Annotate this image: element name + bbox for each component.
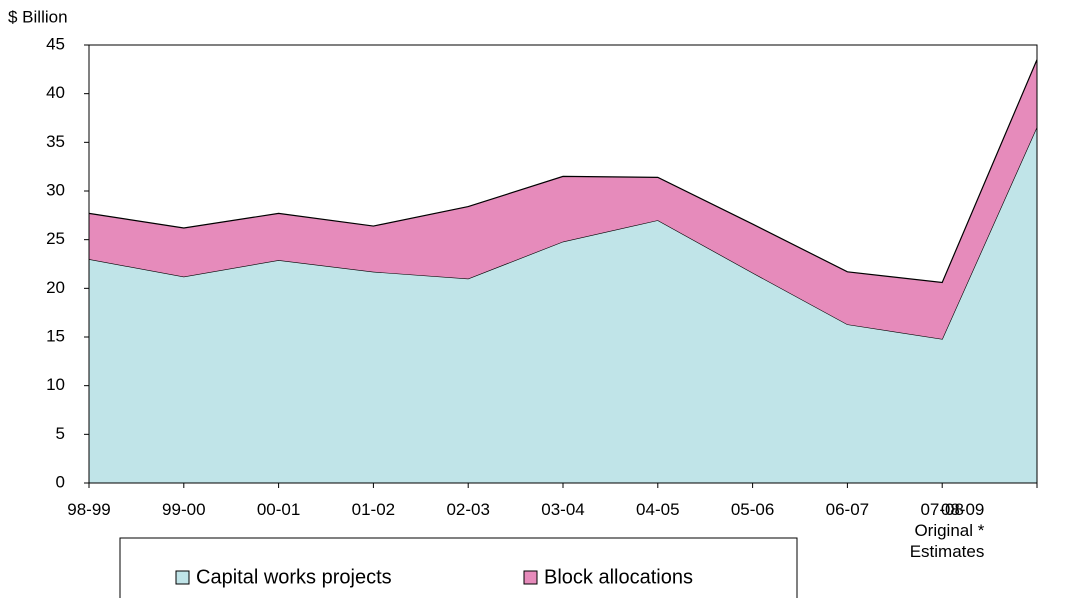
x-tick-label: 08-09 Original * Estimates [909, 500, 985, 561]
x-tick-label: 01-02 [351, 500, 396, 519]
y-tick-label: 20 [46, 278, 65, 297]
y-tick-label: 25 [46, 229, 65, 248]
x-tick-label: 00-01 [256, 500, 301, 519]
y-tick-label: 15 [46, 326, 65, 345]
y-axis-title: $ Billion [8, 7, 68, 26]
x-tick-label: 99-00 [162, 500, 206, 519]
legend-box [119, 537, 798, 598]
y-tick-label: 35 [46, 132, 65, 151]
x-tick-label: 02-03 [446, 500, 490, 519]
area-edge [88, 59, 1038, 284]
legend-swatch [523, 570, 538, 585]
x-tick-label: 06-07 [825, 500, 870, 519]
y-tick-label: 5 [56, 424, 65, 443]
legend-label: Block allocations [544, 566, 693, 588]
x-tick-label: 04-05 [636, 500, 680, 519]
y-tick-label: 0 [56, 472, 65, 491]
legend-swatch [175, 570, 190, 585]
x-tick-label: 98-99 [67, 500, 111, 519]
x-tick-label: 05-06 [730, 500, 775, 519]
area [89, 126, 1037, 483]
y-tick-label: 30 [46, 180, 65, 199]
y-tick-label: 10 [46, 375, 65, 394]
x-tick-label: 07-08 [920, 500, 964, 519]
area [89, 59, 1037, 339]
x-tick-label: 03-04 [541, 500, 585, 519]
y-tick-label: 45 [46, 34, 65, 53]
y-tick-label: 40 [46, 83, 65, 102]
legend-label: Capital works projects [196, 566, 392, 588]
